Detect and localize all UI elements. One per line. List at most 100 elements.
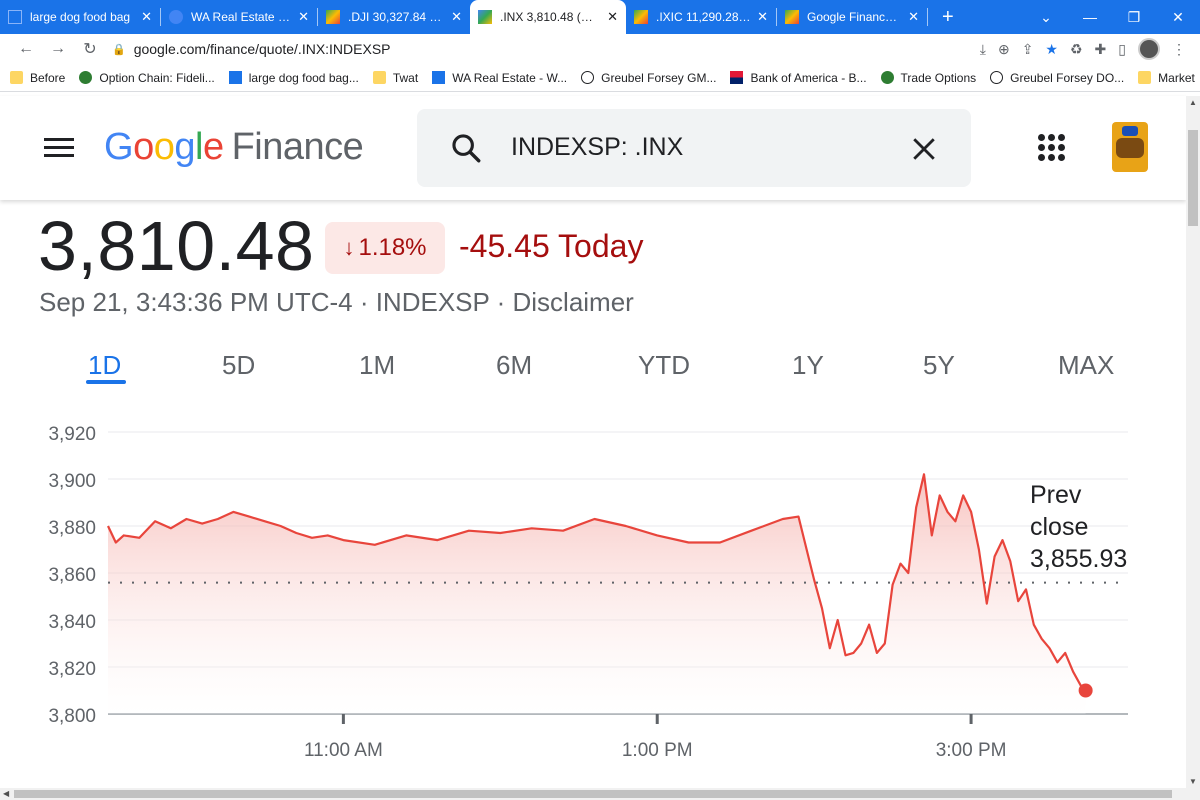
clear-search-icon[interactable] xyxy=(911,136,937,162)
tab-range-5y[interactable]: 5Y xyxy=(923,350,955,380)
y-tick-label: 3,880 xyxy=(48,518,96,539)
greubel-icon xyxy=(581,71,595,84)
close-tab-icon[interactable]: ✕ xyxy=(298,9,309,24)
restore-icon[interactable]: ❐ xyxy=(1127,8,1141,25)
y-tick-label: 3,860 xyxy=(48,565,96,586)
bank-of-america-icon xyxy=(730,71,744,84)
search-icon[interactable] xyxy=(449,131,483,165)
main-menu-icon[interactable] xyxy=(44,138,74,157)
finance-icon xyxy=(478,10,492,24)
bookmark-item[interactable]: Option Chain: Fideli... xyxy=(79,71,215,85)
minimize-icon[interactable]: — xyxy=(1083,9,1097,25)
sidebar-icon[interactable]: ▯ xyxy=(1118,40,1126,57)
window-controls: ⌄ — ❐ ✕ xyxy=(1024,0,1200,34)
close-window-icon[interactable]: ✕ xyxy=(1172,8,1184,25)
extensions-icon[interactable]: ✚ xyxy=(1094,40,1107,57)
new-tab-icon[interactable]: + xyxy=(942,5,954,28)
google-logo-text: Google xyxy=(104,126,224,168)
share-icon[interactable]: ⇪ xyxy=(1021,40,1034,57)
install-icon[interactable]: ⤓ xyxy=(979,40,986,57)
google-apps-icon[interactable] xyxy=(1038,134,1066,162)
browser-tab[interactable]: large dog food bag ✕ xyxy=(0,0,160,34)
bookmark-item[interactable]: Greubel Forsey DO... xyxy=(990,71,1124,85)
current-price: 3,810.48 xyxy=(38,207,315,285)
bookmark-item[interactable]: Twat xyxy=(372,71,418,85)
real-estate-icon xyxy=(432,71,446,84)
price-chart[interactable]: 3,920 3,900 3,880 3,860 3,840 3,820 3,800 11:00… xyxy=(0,410,1186,770)
prev-close-label: 3,855.93 xyxy=(1030,545,1127,573)
active-range-indicator xyxy=(86,380,126,384)
google-finance-logo[interactable]: Google Finance xyxy=(104,126,364,168)
down-arrow-icon: ↓ xyxy=(343,235,355,260)
y-tick-label: 3,800 xyxy=(48,706,96,727)
close-tab-icon[interactable]: ✕ xyxy=(141,9,152,24)
address-bar: ← → ↻ 🔒 google.com/finance/quote/.INX:IN… xyxy=(0,34,1200,64)
close-tab-icon[interactable]: ✕ xyxy=(451,9,462,24)
browser-tab-active[interactable]: .INX 3,810.48 (▼1.1 ✕ xyxy=(470,0,626,34)
tab-range-1d[interactable]: 1D xyxy=(88,350,122,380)
bookmark-item[interactable]: large dog food bag... xyxy=(228,71,359,85)
recycle-extension-icon[interactable]: ♻ xyxy=(1069,40,1083,57)
scroll-down-icon[interactable]: ▼ xyxy=(1189,777,1197,786)
bookmark-item[interactable]: Greubel Forsey GM... xyxy=(581,71,716,85)
browser-tab[interactable]: Google Finance - S ✕ xyxy=(777,0,927,34)
horizontal-scroll-thumb[interactable] xyxy=(14,790,1172,798)
tab-range-5d[interactable]: 5D xyxy=(222,350,256,380)
quote-meta[interactable]: Sep 21, 3:43:36 PM UTC-4 · INDEXSP · Dis… xyxy=(39,287,634,317)
x-tick-label: 3:00 PM xyxy=(936,740,1007,761)
tab-range-1y[interactable]: 1Y xyxy=(792,350,824,380)
profile-avatar[interactable] xyxy=(1138,38,1160,60)
search-box xyxy=(417,109,971,187)
tab-range-ytd[interactable]: YTD xyxy=(638,350,690,380)
finance-header: Google Finance xyxy=(0,96,1186,200)
horizontal-scrollbar[interactable]: ◀ xyxy=(0,788,1200,800)
close-tab-icon[interactable]: ✕ xyxy=(607,9,618,24)
zoom-icon[interactable]: ⊕ xyxy=(997,40,1010,57)
lock-icon[interactable]: 🔒 xyxy=(112,43,126,56)
scroll-up-icon[interactable]: ▲ xyxy=(1189,98,1197,107)
folder-icon xyxy=(372,71,386,84)
prev-close-label: Prev xyxy=(1030,481,1082,509)
tab-range-6m[interactable]: 6M xyxy=(496,350,533,380)
finance-icon xyxy=(326,10,340,24)
folder-icon xyxy=(1138,71,1152,84)
close-tab-icon[interactable]: ✕ xyxy=(757,9,768,24)
back-icon[interactable]: ← xyxy=(18,40,34,57)
browser-tab[interactable]: .IXIC 11,290.28 (▼1 ✕ xyxy=(626,0,776,34)
browser-tab-bar: large dog food bag ✕ WA Real Estate - W … xyxy=(0,0,1200,34)
forward-icon[interactable]: → xyxy=(50,40,66,57)
url-field[interactable]: 🔒 google.com/finance/quote/.INX:INDEXSP xyxy=(112,41,391,57)
bookmark-item[interactable]: Trade Options xyxy=(880,71,976,85)
bookmarks-bar: Before Option Chain: Fideli... large dog… xyxy=(0,64,1200,92)
reload-icon[interactable]: ↻ xyxy=(83,41,97,58)
fidelity-icon xyxy=(79,71,93,84)
scroll-thumb[interactable] xyxy=(1188,130,1198,226)
folder-icon xyxy=(10,71,23,84)
vertical-scrollbar[interactable]: ▲ ▼ xyxy=(1186,96,1200,788)
finance-icon xyxy=(634,10,648,24)
close-tab-icon[interactable]: ✕ xyxy=(908,9,919,24)
tab-range-1m[interactable]: 1M xyxy=(359,350,396,380)
current-price-dot xyxy=(1078,683,1093,698)
bing-icon xyxy=(228,71,242,84)
bookmark-item[interactable]: Before xyxy=(10,71,65,85)
bookmark-item[interactable]: WA Real Estate - W... xyxy=(432,71,567,85)
browser-tab[interactable]: .DJI 30,327.84 (▼1.2 ✕ xyxy=(318,0,470,34)
scroll-left-icon[interactable]: ◀ xyxy=(3,789,10,798)
menu-icon[interactable]: ⋮ xyxy=(1172,40,1186,57)
browser-tab[interactable]: WA Real Estate - W ✕ xyxy=(161,0,317,34)
bookmark-item[interactable]: Bank of America - B... xyxy=(730,71,867,85)
tab-range-max[interactable]: MAX xyxy=(1058,350,1115,380)
price-area-fill xyxy=(108,474,1086,714)
y-tick-label: 3,920 xyxy=(48,424,96,445)
price-line xyxy=(107,473,1087,692)
tab-search-icon[interactable]: ⌄ xyxy=(1040,8,1052,25)
y-tick-label: 3,840 xyxy=(48,612,96,633)
range-tabs: 1D 5D 1M 6M YTD 1Y 5Y MAX xyxy=(0,350,1186,390)
bookmark-item[interactable]: Market xyxy=(1138,71,1195,85)
search-input[interactable] xyxy=(511,129,891,165)
finance-icon xyxy=(785,10,799,24)
account-avatar[interactable] xyxy=(1112,122,1148,172)
bookmark-star-icon[interactable]: ★ xyxy=(1045,40,1058,57)
y-tick-label: 3,900 xyxy=(48,471,96,492)
